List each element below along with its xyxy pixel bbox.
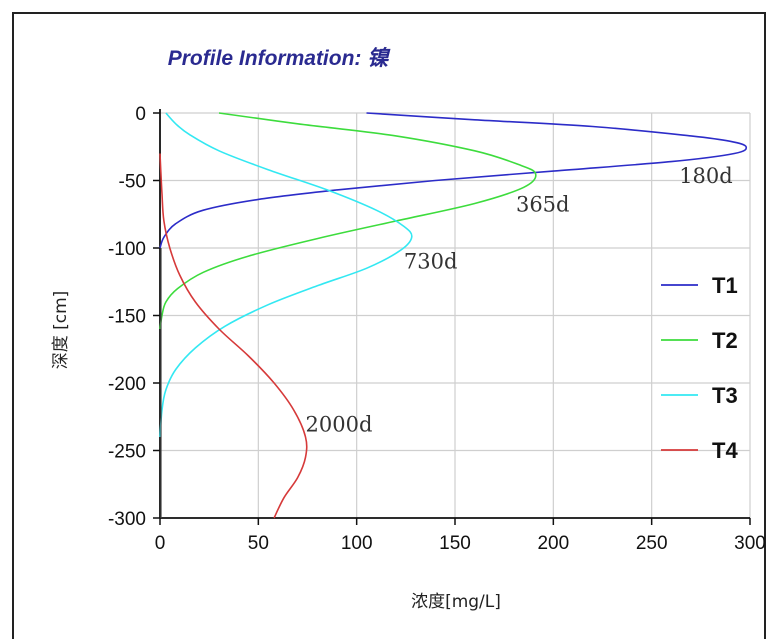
grid [159,112,751,519]
y-tick-label: -150 [108,307,146,328]
chart-title: Profile Information: 镍 [168,46,392,70]
series-line-t4 [159,153,308,519]
annotation-label: 365d [516,193,570,217]
annotation-label: 180d [679,164,733,188]
legend: T1 T2 T3 T4 [661,273,738,463]
x-tick-label: 100 [341,533,373,554]
x-tick-label: 200 [537,533,569,554]
x-tick-label: 300 [734,533,766,554]
y-tick-label: -100 [108,239,146,260]
y-tick-label: 0 [135,104,146,125]
axes: 0 50 100 150 200 250 300 0 -50 -100 -150 -200 -250 -3… [108,104,766,554]
x-axis-label: 浓度[mg/L] [411,592,501,612]
y-axis-label: 深度 [cm] [51,291,71,370]
x-tick-label: 0 [155,533,166,554]
legend-label: T1 [712,273,738,298]
y-tick-label: -300 [108,509,146,530]
y-tick-label: -250 [108,442,146,463]
annotation-label: 2000d [306,413,373,437]
x-tick-label: 50 [248,533,269,554]
x-tick-label: 250 [636,533,668,554]
series-line-t3 [159,112,413,438]
chart-figure: Profile Information: 镍 0 50 100 150 200 250 30… [12,12,766,639]
series-line-t2 [159,112,537,330]
series-group [159,112,748,519]
y-tick-label: -50 [119,172,146,193]
annotations: 180d 365d 730d 2000d [306,164,733,436]
y-tick-label: -200 [108,374,146,395]
legend-label: T4 [712,438,738,463]
series-line-t1 [159,112,748,249]
annotation-label: 730d [404,249,458,273]
legend-label: T3 [712,383,738,408]
x-tick-label: 150 [439,533,471,554]
legend-label: T2 [712,328,738,353]
chart-svg: Profile Information: 镍 0 50 100 150 200 250 30… [51,46,766,612]
